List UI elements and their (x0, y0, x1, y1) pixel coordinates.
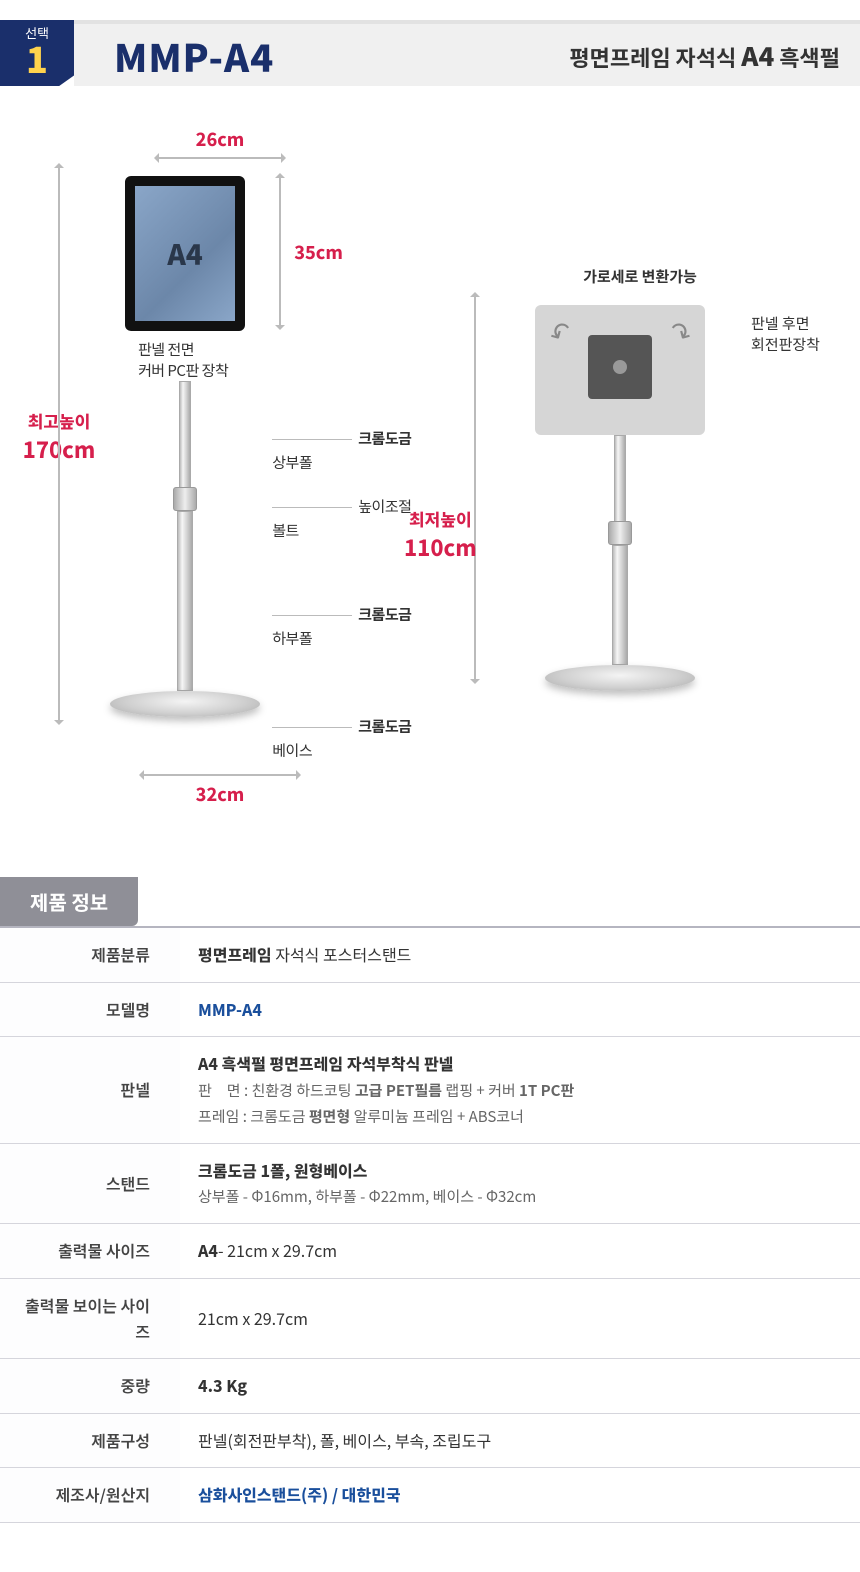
spec-row: 제품분류평면프레임 자석식 포스터스탠드 (0, 927, 860, 982)
rotate-right-icon: ↶ (662, 310, 699, 353)
spec-value: MMP-A4 (180, 982, 860, 1037)
spec-row: 제조사/원산지삼화사인스탠드(주) / 대한민국 (0, 1468, 860, 1523)
spec-row: 출력물 보이는 사이즈21cm x 29.7cm (0, 1278, 860, 1358)
adjust-collar (173, 487, 197, 511)
spec-label: 제조사/원산지 (0, 1468, 180, 1523)
cover-note: 판넬 전면 커버 PC판 장착 (138, 339, 262, 381)
callout-upper-pole: 크롬도금 상부폴 (272, 425, 420, 473)
spec-table: 제품분류평면프레임 자석식 포스터스탠드모델명MMP-A4판넬A4 흑색펄 평면… (0, 926, 860, 1523)
spec-value: 4.3 Kg (180, 1359, 860, 1414)
spec-value: 21cm x 29.7cm (180, 1278, 860, 1358)
spec-label: 판넬 (0, 1037, 180, 1144)
front-view: 26cm 최고높이 170cm A4 판넬 전면 커버 PC판 장착 (20, 126, 420, 807)
header-right: MMP-A4 평면프레임 자석식 A4 흑색펄 (74, 20, 860, 86)
spec-section-title: 제품 정보 (0, 877, 138, 926)
spec-row: 모델명MMP-A4 (0, 982, 860, 1037)
spec-label: 출력물 사이즈 (0, 1224, 180, 1279)
dim-panel-width: 26cm (155, 126, 285, 164)
selection-badge: 선택 1 (0, 20, 74, 86)
model-name: MMP-A4 (114, 28, 274, 83)
panel-a4-label: A4 (135, 186, 235, 321)
spec-value: 삼화사인스탠드(주) / 대한민국 (180, 1468, 860, 1523)
spec-row: 판넬A4 흑색펄 평면프레임 자석부착식 판넬판 면 : 친환경 하드코팅 고급… (0, 1037, 860, 1144)
spec-value: A4 흑색펄 평면프레임 자석부착식 판넬판 면 : 친환경 하드코팅 고급 P… (180, 1037, 860, 1144)
callout-lower-pole: 크롬도금 하부폴 (272, 601, 420, 649)
header-bar: 선택 1 MMP-A4 평면프레임 자석식 A4 흑색펄 (0, 20, 860, 86)
panel-front: A4 (125, 176, 245, 331)
product-diagram: 26cm 최고높이 170cm A4 판넬 전면 커버 PC판 장착 (0, 86, 860, 847)
base-plate (110, 691, 260, 717)
dim-base-width: 32cm (140, 769, 300, 807)
stand-back: ↶ ↶ (530, 305, 710, 691)
model-subtitle: 평면프레임 자석식 A4 흑색펄 (569, 37, 840, 74)
spec-value: 크롬도금 1폴, 원형베이스상부폴 - Φ16mm, 하부폴 - Φ22mm, … (180, 1143, 860, 1224)
callout-adjust-bolt: 높이조절볼트 (272, 493, 420, 541)
spec-row: 스탠드크롬도금 1폴, 원형베이스상부폴 - Φ16mm, 하부폴 - Φ22m… (0, 1143, 860, 1224)
spec-row: 중량4.3 Kg (0, 1359, 860, 1414)
badge-number: 1 (0, 40, 74, 76)
stand-front: A4 판넬 전면 커버 PC판 장착 (108, 176, 262, 717)
rotation-label: 가로세로 변환가능 (460, 266, 820, 287)
spec-value: 평면프레임 자석식 포스터스탠드 (180, 927, 860, 982)
spec-label: 중량 (0, 1359, 180, 1414)
spec-label: 제품분류 (0, 927, 180, 982)
spec-label: 스탠드 (0, 1143, 180, 1224)
spec-value: 판넬(회전판부착), 폴, 베이스, 부속, 조립도구 (180, 1413, 860, 1468)
rear-note: 판넬 후면 회전판장착 (751, 313, 820, 355)
back-view: 가로세로 변환가능 ↶ ↶ 판넬 후면 회전판장착 (460, 126, 820, 807)
spec-row: 제품구성판넬(회전판부착), 폴, 베이스, 부속, 조립도구 (0, 1413, 860, 1468)
spec-value: A4- 21cm x 29.7cm (180, 1224, 860, 1279)
spec-label: 제품구성 (0, 1413, 180, 1468)
panel-back: ↶ ↶ (535, 305, 705, 435)
spec-label: 모델명 (0, 982, 180, 1037)
spec-row: 출력물 사이즈A4- 21cm x 29.7cm (0, 1224, 860, 1279)
callout-base: 크롬도금 베이스 (272, 713, 420, 761)
rotate-left-icon: ↶ (542, 310, 579, 353)
spec-label: 출력물 보이는 사이즈 (0, 1278, 180, 1358)
